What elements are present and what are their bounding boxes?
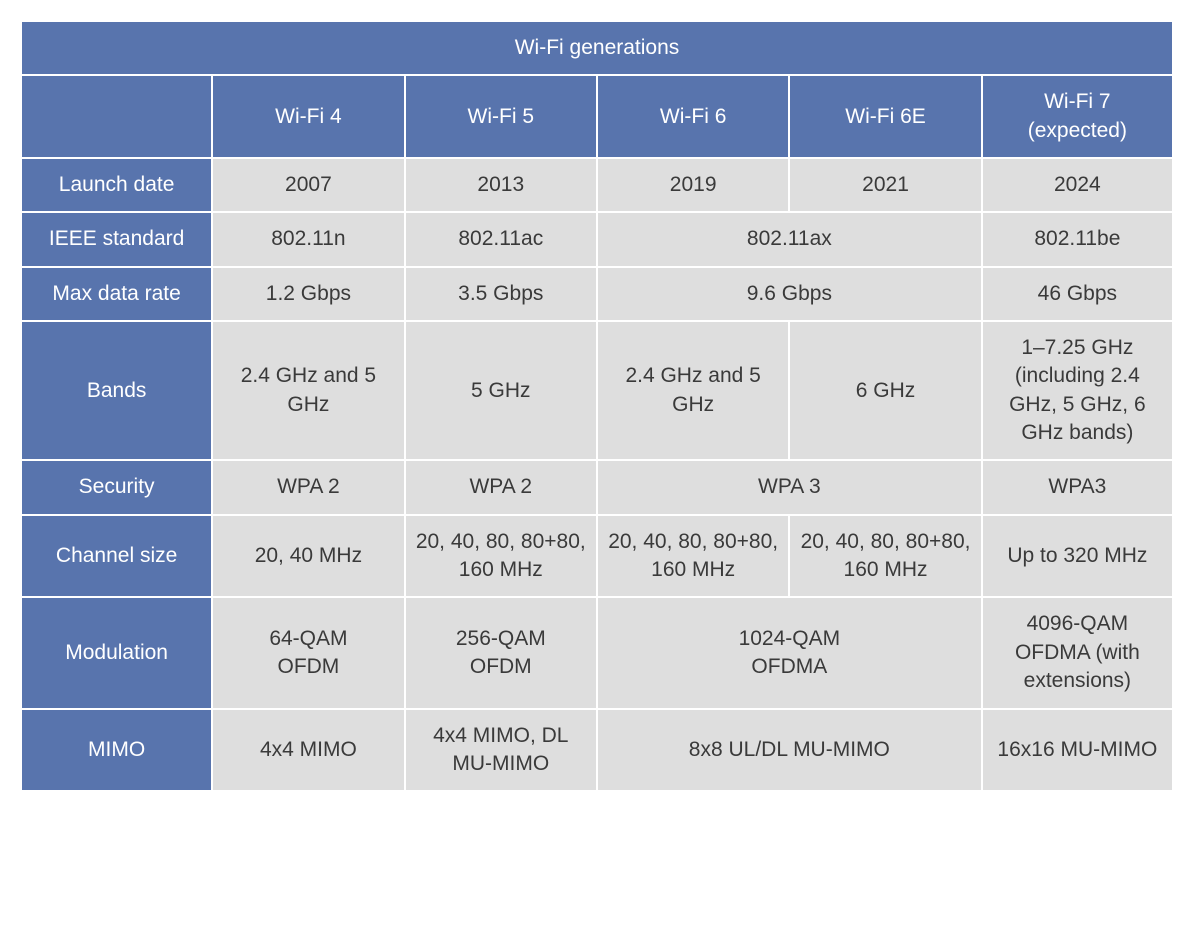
wifi-generations-table: Wi-Fi generationsWi-Fi 4Wi-Fi 5Wi-Fi 6Wi… xyxy=(20,20,1174,792)
data-cell: 4x4 MIMO xyxy=(212,709,404,792)
data-cell: WPA 2 xyxy=(405,460,597,514)
table-row: Launch date20072013201920212024 xyxy=(21,158,1173,212)
row-header: Max data rate xyxy=(21,267,212,321)
data-cell: 64-QAMOFDM xyxy=(212,597,404,708)
data-cell-line: 64-QAM xyxy=(223,625,393,653)
data-cell: 46 Gbps xyxy=(982,267,1173,321)
data-cell: 802.11be xyxy=(982,212,1173,266)
data-cell-line: OFDM xyxy=(416,653,586,681)
table-body: Wi-Fi generationsWi-Fi 4Wi-Fi 5Wi-Fi 6Wi… xyxy=(21,21,1173,791)
data-cell: Up to 320 MHz xyxy=(982,515,1173,598)
data-cell: 5 GHz xyxy=(405,321,597,460)
table-row: Modulation64-QAMOFDM256-QAMOFDM1024-QAMO… xyxy=(21,597,1173,708)
data-cell: 4096-QAMOFDMA (with extensions) xyxy=(982,597,1173,708)
row-header: Modulation xyxy=(21,597,212,708)
data-cell: 1024-QAMOFDMA xyxy=(597,597,982,708)
table-row: IEEE standard802.11n802.11ac802.11ax802.… xyxy=(21,212,1173,266)
data-cell: 20, 40 MHz xyxy=(212,515,404,598)
column-header: Wi-Fi 7 (expected) xyxy=(982,75,1173,158)
data-cell: 2.4 GHz and 5 GHz xyxy=(597,321,789,460)
column-header: Wi-Fi 4 xyxy=(212,75,404,158)
data-cell-line: OFDMA xyxy=(608,653,971,681)
data-cell: 2007 xyxy=(212,158,404,212)
column-header: Wi-Fi 5 xyxy=(405,75,597,158)
row-header: Channel size xyxy=(21,515,212,598)
row-header: Bands xyxy=(21,321,212,460)
data-cell: 802.11ax xyxy=(597,212,982,266)
data-cell: WPA3 xyxy=(982,460,1173,514)
row-header: IEEE standard xyxy=(21,212,212,266)
data-cell: 4x4 MIMO, DL MU-MIMO xyxy=(405,709,597,792)
data-cell: 3.5 Gbps xyxy=(405,267,597,321)
table-row: Max data rate1.2 Gbps3.5 Gbps9.6 Gbps46 … xyxy=(21,267,1173,321)
data-cell-line: OFDMA (with extensions) xyxy=(993,639,1162,696)
data-cell: 6 GHz xyxy=(789,321,981,460)
data-cell: 2021 xyxy=(789,158,981,212)
data-cell: 2024 xyxy=(982,158,1173,212)
data-cell: 2.4 GHz and 5 GHz xyxy=(212,321,404,460)
data-cell: 2019 xyxy=(597,158,789,212)
table-row: Bands2.4 GHz and 5 GHz5 GHz2.4 GHz and 5… xyxy=(21,321,1173,460)
table-row: SecurityWPA 2WPA 2WPA 3WPA3 xyxy=(21,460,1173,514)
data-cell: 2013 xyxy=(405,158,597,212)
data-cell: 802.11ac xyxy=(405,212,597,266)
data-cell-line: 1024-QAM xyxy=(608,625,971,653)
data-cell: 802.11n xyxy=(212,212,404,266)
data-cell: 1–7.25 GHz (including 2.4 GHz, 5 GHz, 6 … xyxy=(982,321,1173,460)
corner-cell xyxy=(21,75,212,158)
column-header: Wi-Fi 6 xyxy=(597,75,789,158)
data-cell: 20, 40, 80, 80+80, 160 MHz xyxy=(405,515,597,598)
data-cell: 16x16 MU-MIMO xyxy=(982,709,1173,792)
table-title: Wi-Fi generations xyxy=(21,21,1173,75)
table-row: MIMO4x4 MIMO4x4 MIMO, DL MU-MIMO8x8 UL/D… xyxy=(21,709,1173,792)
data-cell: 20, 40, 80, 80+80, 160 MHz xyxy=(597,515,789,598)
row-header: MIMO xyxy=(21,709,212,792)
data-cell: 1.2 Gbps xyxy=(212,267,404,321)
table-row: Channel size20, 40 MHz20, 40, 80, 80+80,… xyxy=(21,515,1173,598)
data-cell: WPA 2 xyxy=(212,460,404,514)
data-cell: WPA 3 xyxy=(597,460,982,514)
data-cell-line: OFDM xyxy=(223,653,393,681)
data-cell-line: 4096-QAM xyxy=(993,610,1162,638)
data-cell-line: 256-QAM xyxy=(416,625,586,653)
data-cell: 256-QAMOFDM xyxy=(405,597,597,708)
column-header: Wi-Fi 6E xyxy=(789,75,981,158)
data-cell: 8x8 UL/DL MU-MIMO xyxy=(597,709,982,792)
data-cell: 20, 40, 80, 80+80, 160 MHz xyxy=(789,515,981,598)
data-cell: 9.6 Gbps xyxy=(597,267,982,321)
row-header: Launch date xyxy=(21,158,212,212)
row-header: Security xyxy=(21,460,212,514)
